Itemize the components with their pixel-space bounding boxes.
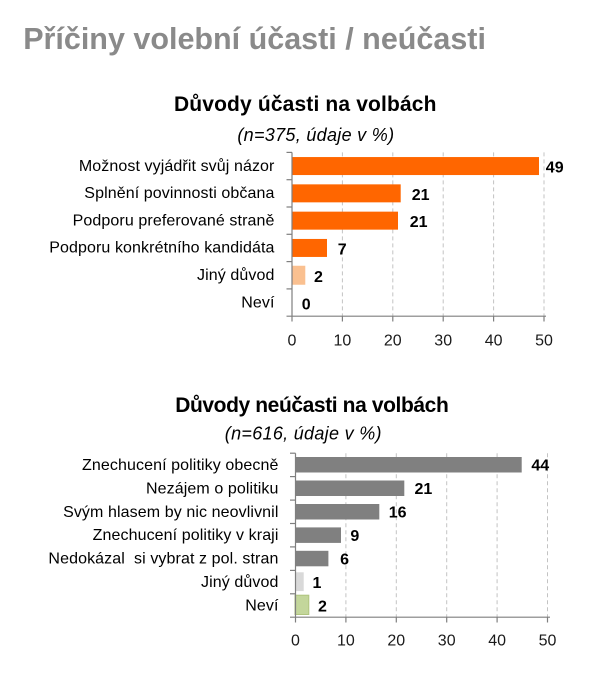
- svg-text:10: 10: [337, 633, 355, 650]
- svg-text:40: 40: [488, 633, 506, 650]
- svg-text:Nedokázal si vybrat z pol. st: Nedokázal si vybrat z pol. stran: [48, 551, 278, 568]
- svg-text:Důvody účasti na volbách: Důvody účasti na volbách: [174, 93, 437, 116]
- svg-text:10: 10: [334, 332, 352, 349]
- svg-text:Možnost vyjádřit svůj názor: Možnost vyjádřit svůj názor: [79, 157, 275, 175]
- svg-text:9: 9: [350, 528, 359, 545]
- svg-text:Jiný důvod: Jiný důvod: [201, 573, 279, 591]
- svg-text:Znechucení politiky obecně: Znechucení politiky obecně: [82, 457, 279, 474]
- svg-text:30: 30: [434, 332, 452, 349]
- svg-text:21: 21: [412, 187, 430, 204]
- svg-text:20: 20: [387, 633, 405, 650]
- svg-text:(n=616, údaje v %): (n=616, údaje v %): [225, 424, 382, 444]
- svg-text:20: 20: [384, 332, 402, 349]
- svg-text:2: 2: [318, 598, 327, 615]
- svg-text:1: 1: [313, 575, 322, 592]
- svg-text:Nezájem o politiku: Nezájem o politiku: [146, 480, 279, 497]
- svg-text:(n=375, údaje v %): (n=375, údaje v %): [237, 125, 394, 145]
- svg-text:Znechucení politiky v kraji: Znechucení politiky v kraji: [93, 527, 279, 544]
- svg-text:49: 49: [546, 160, 564, 177]
- svg-text:0: 0: [288, 332, 297, 349]
- svg-text:0: 0: [302, 297, 311, 314]
- svg-text:7: 7: [338, 242, 347, 259]
- svg-text:44: 44: [531, 458, 549, 475]
- svg-text:Splnění povinnosti občana: Splnění povinnosti občana: [84, 185, 274, 202]
- svg-text:Svým hlasem by nic neovlivnil: Svým hlasem by nic neovlivnil: [63, 504, 278, 521]
- svg-text:21: 21: [415, 481, 433, 498]
- svg-text:16: 16: [389, 505, 407, 522]
- svg-text:6: 6: [340, 551, 349, 568]
- svg-text:50: 50: [539, 633, 557, 650]
- svg-text:Důvody neúčasti na volbách: Důvody neúčasti na volbách: [175, 394, 448, 417]
- svg-text:Příčiny volební účasti / neúča: Příčiny volební účasti / neúčasti: [23, 22, 486, 56]
- svg-text:Podporu preferované straně: Podporu preferované straně: [73, 212, 275, 229]
- svg-text:50: 50: [535, 332, 553, 349]
- svg-text:Neví: Neví: [241, 294, 275, 311]
- svg-text:Neví: Neví: [245, 598, 279, 615]
- svg-text:21: 21: [410, 214, 428, 231]
- svg-text:0: 0: [291, 633, 300, 650]
- svg-text:2: 2: [314, 269, 323, 286]
- svg-text:30: 30: [438, 633, 456, 650]
- svg-text:Jiný důvod: Jiný důvod: [197, 266, 275, 284]
- svg-text:Podporu konkrétního kandidáta: Podporu konkrétního kandidáta: [49, 240, 274, 257]
- svg-text:40: 40: [485, 332, 503, 349]
